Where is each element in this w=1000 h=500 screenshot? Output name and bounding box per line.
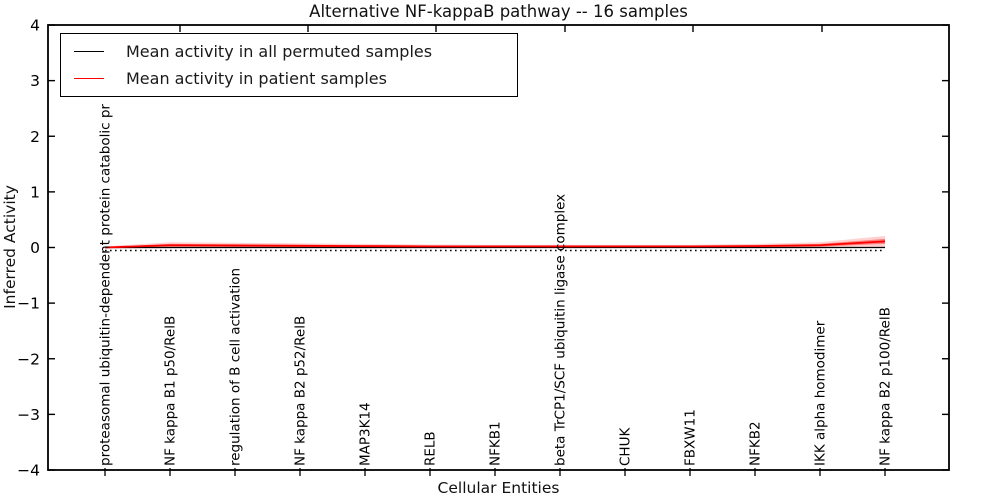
entity-label: NFKB2: [748, 421, 764, 466]
entity-label: IKK alpha homodimer: [813, 320, 829, 466]
y-ticks: [48, 24, 949, 471]
entity-label: CHUK: [618, 427, 634, 466]
chart-title: Alternative NF-kappaB pathway -- 16 samp…: [309, 2, 688, 21]
entity-label: NF kappa B2 p100/RelB: [878, 307, 894, 466]
legend: Mean activity in all permuted samples Me…: [60, 33, 518, 97]
series-patient-line: [104, 240, 886, 249]
y-tick-label: 1: [30, 183, 40, 201]
y-tick-label: 2: [30, 128, 40, 146]
entity-label: FBXW11: [683, 409, 699, 466]
top-ticks: [179, 25, 823, 32]
entity-label: regulation of B cell activation: [228, 268, 244, 466]
y-tick-label: −3: [17, 406, 40, 424]
bottom-ticks: [104, 468, 886, 476]
entity-label: proteasomal ubiquitin-dependent protein …: [98, 104, 114, 466]
y-tick-label: 3: [30, 72, 40, 90]
legend-label: Mean activity in patient samples: [126, 69, 387, 88]
y-tick-labels: −4 −3 −2 −1 0 1 2 3 4: [17, 17, 40, 480]
y-tick-label: 0: [30, 239, 40, 257]
y-tick-label: −4: [17, 462, 40, 480]
legend-line-patient-icon: [74, 78, 104, 79]
y-tick-label: −1: [17, 295, 40, 313]
entity-label: beta TrCP1/SCF ubiquitin ligase complex: [553, 194, 569, 466]
x-entity-labels: proteasomal ubiquitin-dependent protein …: [98, 104, 894, 466]
entity-label: MAP3K14: [358, 402, 374, 466]
entity-label: NF kappa B1 p50/RelB: [163, 316, 179, 466]
entity-label: NF kappa B2 p52/RelB: [293, 316, 309, 466]
y-tick-label: −2: [17, 350, 40, 368]
legend-line-permuted-icon: [74, 51, 104, 52]
legend-item: Mean activity in all permuted samples: [74, 42, 517, 61]
legend-item: Mean activity in patient samples: [74, 69, 517, 88]
entity-label: RELB: [423, 431, 439, 466]
x-axis-label: Cellular Entities: [437, 479, 560, 497]
y-tick-label: 4: [30, 17, 40, 35]
legend-label: Mean activity in all permuted samples: [126, 42, 433, 61]
entity-label: NFKB1: [488, 421, 504, 466]
